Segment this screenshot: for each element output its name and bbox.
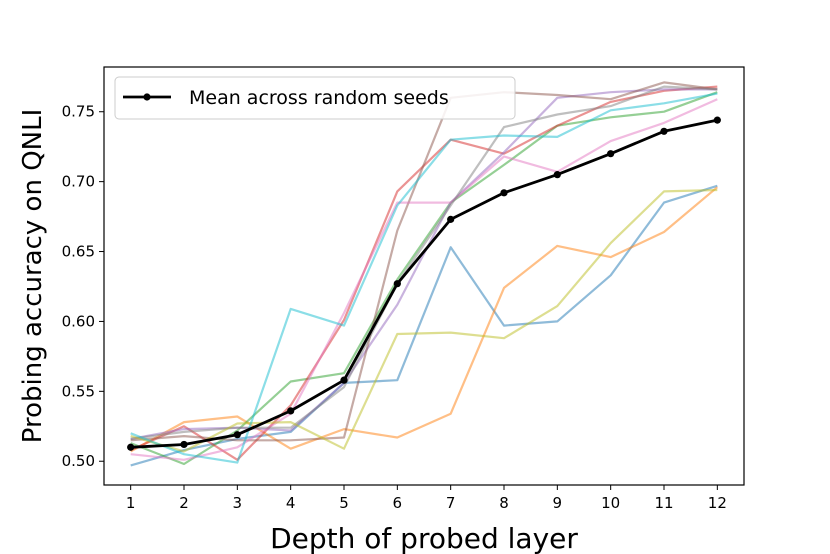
seed-line-1 xyxy=(130,184,718,467)
seed-line-10 xyxy=(130,92,718,464)
mean-point-8 xyxy=(500,189,508,197)
legend-mean-marker-swatch xyxy=(143,93,151,101)
x-tick-label: 12 xyxy=(708,494,727,512)
x-tick-label: 1 xyxy=(126,494,136,512)
y-axis-ticks: 0.50 0.55 0.60 0.65 0.70 0.75 xyxy=(62,103,104,470)
mean-point-12 xyxy=(713,116,721,124)
mean-point-11 xyxy=(660,127,668,135)
y-tick-label: 0.55 xyxy=(62,382,95,400)
y-tick-label: 0.65 xyxy=(62,243,95,261)
mean-point-6 xyxy=(393,280,401,288)
mean-point-4 xyxy=(287,407,295,415)
y-tick-label: 0.60 xyxy=(62,312,95,330)
x-tick-label: 10 xyxy=(601,494,620,512)
seed-line-5 xyxy=(130,88,718,440)
seed-line-4 xyxy=(130,85,718,461)
mean-series-line xyxy=(130,118,718,449)
y-tick-label: 0.75 xyxy=(62,103,95,121)
x-tick-label: 4 xyxy=(286,494,296,512)
x-tick-label: 8 xyxy=(499,494,509,512)
mean-point-5 xyxy=(340,376,348,384)
mean-point-3 xyxy=(233,431,241,439)
mean-point-9 xyxy=(553,171,561,179)
x-tick-label: 5 xyxy=(339,494,349,512)
seed-line-9 xyxy=(130,188,718,453)
x-tick-label: 9 xyxy=(553,494,563,512)
legend: Mean across random seeds xyxy=(114,76,516,120)
y-axis-label: Probing accuracy on QNLI xyxy=(18,109,48,444)
seed-line-7 xyxy=(130,98,718,461)
mean-point-2 xyxy=(180,440,188,449)
legend-box xyxy=(114,76,516,120)
seed-lines-group xyxy=(130,81,719,467)
y-tick-label: 0.50 xyxy=(62,452,95,470)
legend-entry-mean: Mean across random seeds xyxy=(189,87,449,109)
x-tick-label: 7 xyxy=(446,494,456,512)
seed-line-6 xyxy=(130,81,718,442)
x-tick-label: 2 xyxy=(179,494,189,512)
x-axis-label: Depth of probed layer xyxy=(270,522,578,554)
x-tick-label: 6 xyxy=(393,494,403,512)
mean-point-10 xyxy=(607,150,615,158)
x-tick-label: 3 xyxy=(233,494,243,512)
seed-line-3 xyxy=(130,91,718,466)
plot-area-frame xyxy=(103,66,745,486)
mean-point-1 xyxy=(127,443,135,451)
x-tick-label: 11 xyxy=(654,494,673,512)
seed-line-2 xyxy=(130,186,719,453)
mean-point-7 xyxy=(447,215,455,223)
x-axis-ticks: 1 2 3 4 5 6 7 8 9 10 11 12 xyxy=(126,485,727,512)
y-tick-label: 0.70 xyxy=(62,173,95,191)
mean-line-group xyxy=(127,116,721,451)
seed-line-8 xyxy=(130,85,718,440)
